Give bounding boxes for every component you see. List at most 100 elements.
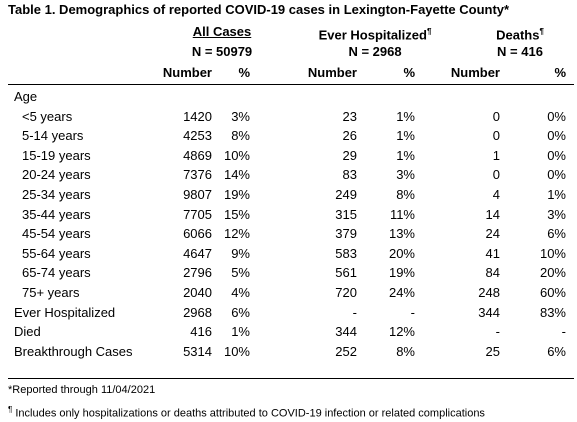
cell: 20%	[539, 265, 566, 281]
cell: 0%	[547, 167, 566, 183]
cell: 2040	[183, 285, 212, 300]
row-label: 75+ years	[22, 285, 80, 300]
footnote-text: Includes only hospitalizations or deaths…	[12, 407, 485, 420]
table-title: Table 1. Demographics of reported COVID-…	[8, 2, 510, 17]
cell: 4647	[183, 245, 212, 261]
cell: 1%	[396, 147, 415, 163]
cell: 6%	[547, 343, 566, 359]
cell: 4%	[231, 285, 250, 300]
cell: 5314	[183, 343, 212, 359]
cell: 1%	[396, 108, 415, 124]
cell: 10%	[539, 245, 566, 261]
cell: 83	[342, 167, 357, 183]
cell: 561	[335, 265, 357, 281]
group-header: Deaths¶	[450, 24, 577, 43]
cell: 0%	[547, 147, 566, 163]
cell: 416	[190, 324, 212, 340]
row-label: 25-34 years	[22, 187, 91, 202]
cell: 4869	[183, 147, 212, 163]
cell: 15%	[223, 206, 250, 222]
cell: 344	[335, 324, 357, 340]
cell: 8%	[231, 128, 250, 144]
cell: 0	[492, 128, 500, 144]
cell: 315	[335, 206, 357, 222]
cell: -	[352, 304, 357, 320]
cell: 10%	[223, 343, 250, 359]
cell: 0%	[547, 108, 566, 124]
footnote-mark: ¶	[426, 27, 432, 36]
subheader: Number	[307, 65, 357, 80]
cell: 7705	[183, 206, 212, 222]
header-rule	[8, 84, 574, 85]
row-label: <5 years	[22, 108, 73, 124]
group-label: Ever Hospitalized	[318, 27, 427, 43]
row-label: 15-19 years	[22, 147, 91, 163]
subheader: %	[403, 65, 415, 80]
cell: 0%	[547, 128, 566, 144]
cell: 583	[335, 245, 357, 261]
cell: 3%	[231, 108, 250, 124]
group-label: All Cases	[192, 24, 252, 39]
cell: 83%	[539, 304, 566, 320]
cell: 14	[485, 206, 500, 222]
cell: 10%	[223, 147, 250, 163]
row-label: 65-74 years	[22, 265, 91, 281]
cell: 20%	[388, 245, 415, 261]
subheader: %	[238, 65, 250, 80]
footnote-mark: ¶	[8, 405, 13, 414]
group-header: All Cases	[152, 24, 292, 40]
cell: 2796	[183, 265, 212, 281]
cell: 6%	[547, 226, 566, 242]
group-n: N = 50979	[191, 44, 253, 59]
cell: 2968	[183, 304, 212, 320]
group-header: Ever Hospitalized¶	[305, 24, 445, 43]
row-label: 35-44 years	[22, 206, 91, 222]
cell: 5%	[231, 265, 250, 281]
cell: 248	[478, 285, 500, 300]
cell: 4253	[183, 128, 212, 144]
row-label: Age	[14, 89, 38, 104]
cell: 26	[342, 128, 357, 144]
footnote-mark: ¶	[539, 27, 544, 36]
group-n: N = 2968	[348, 44, 402, 59]
cell: 1	[492, 147, 500, 163]
cell: 379	[335, 226, 357, 242]
cell: 4	[492, 187, 500, 202]
cell: 8%	[396, 343, 415, 359]
cell: -	[410, 304, 415, 320]
cell: 19%	[388, 265, 415, 281]
cell: 6%	[231, 304, 250, 320]
cell: 29	[342, 147, 357, 163]
subheader: %	[554, 65, 566, 80]
cell: 720	[335, 285, 357, 300]
footnote: ¶ Includes only hospitalizations or deat…	[8, 402, 485, 422]
cell: 23	[342, 108, 357, 124]
cell: 1420	[183, 108, 212, 124]
row-label: Died	[14, 324, 41, 340]
cell: 344	[478, 304, 500, 320]
cell: 19%	[223, 187, 250, 202]
subheader: Number	[162, 65, 212, 80]
group-n: N = 416	[497, 44, 543, 59]
row-label: Ever Hospitalized	[14, 304, 116, 320]
cell: 0	[492, 108, 500, 124]
cell: -	[495, 324, 500, 340]
cell: -	[561, 324, 566, 340]
row-label: 5-14 years	[22, 128, 84, 144]
footnote-text: *Reported through 11/04/2021	[8, 384, 156, 396]
row-label: 20-24 years	[22, 167, 91, 183]
cell: 41	[485, 245, 500, 261]
footnote: *Reported through 11/04/2021	[8, 382, 155, 398]
cell: 24%	[388, 285, 415, 300]
cell: 14%	[223, 167, 250, 183]
cell: 7376	[183, 167, 212, 183]
cell: 12%	[223, 226, 250, 242]
row-label: Breakthrough Cases	[14, 343, 133, 359]
cell: 252	[335, 343, 357, 359]
cell: 12%	[388, 324, 415, 340]
cell: 0	[492, 167, 500, 183]
subheader: Number	[450, 65, 500, 80]
cell: 24	[485, 226, 500, 242]
cell: 13%	[388, 226, 415, 242]
